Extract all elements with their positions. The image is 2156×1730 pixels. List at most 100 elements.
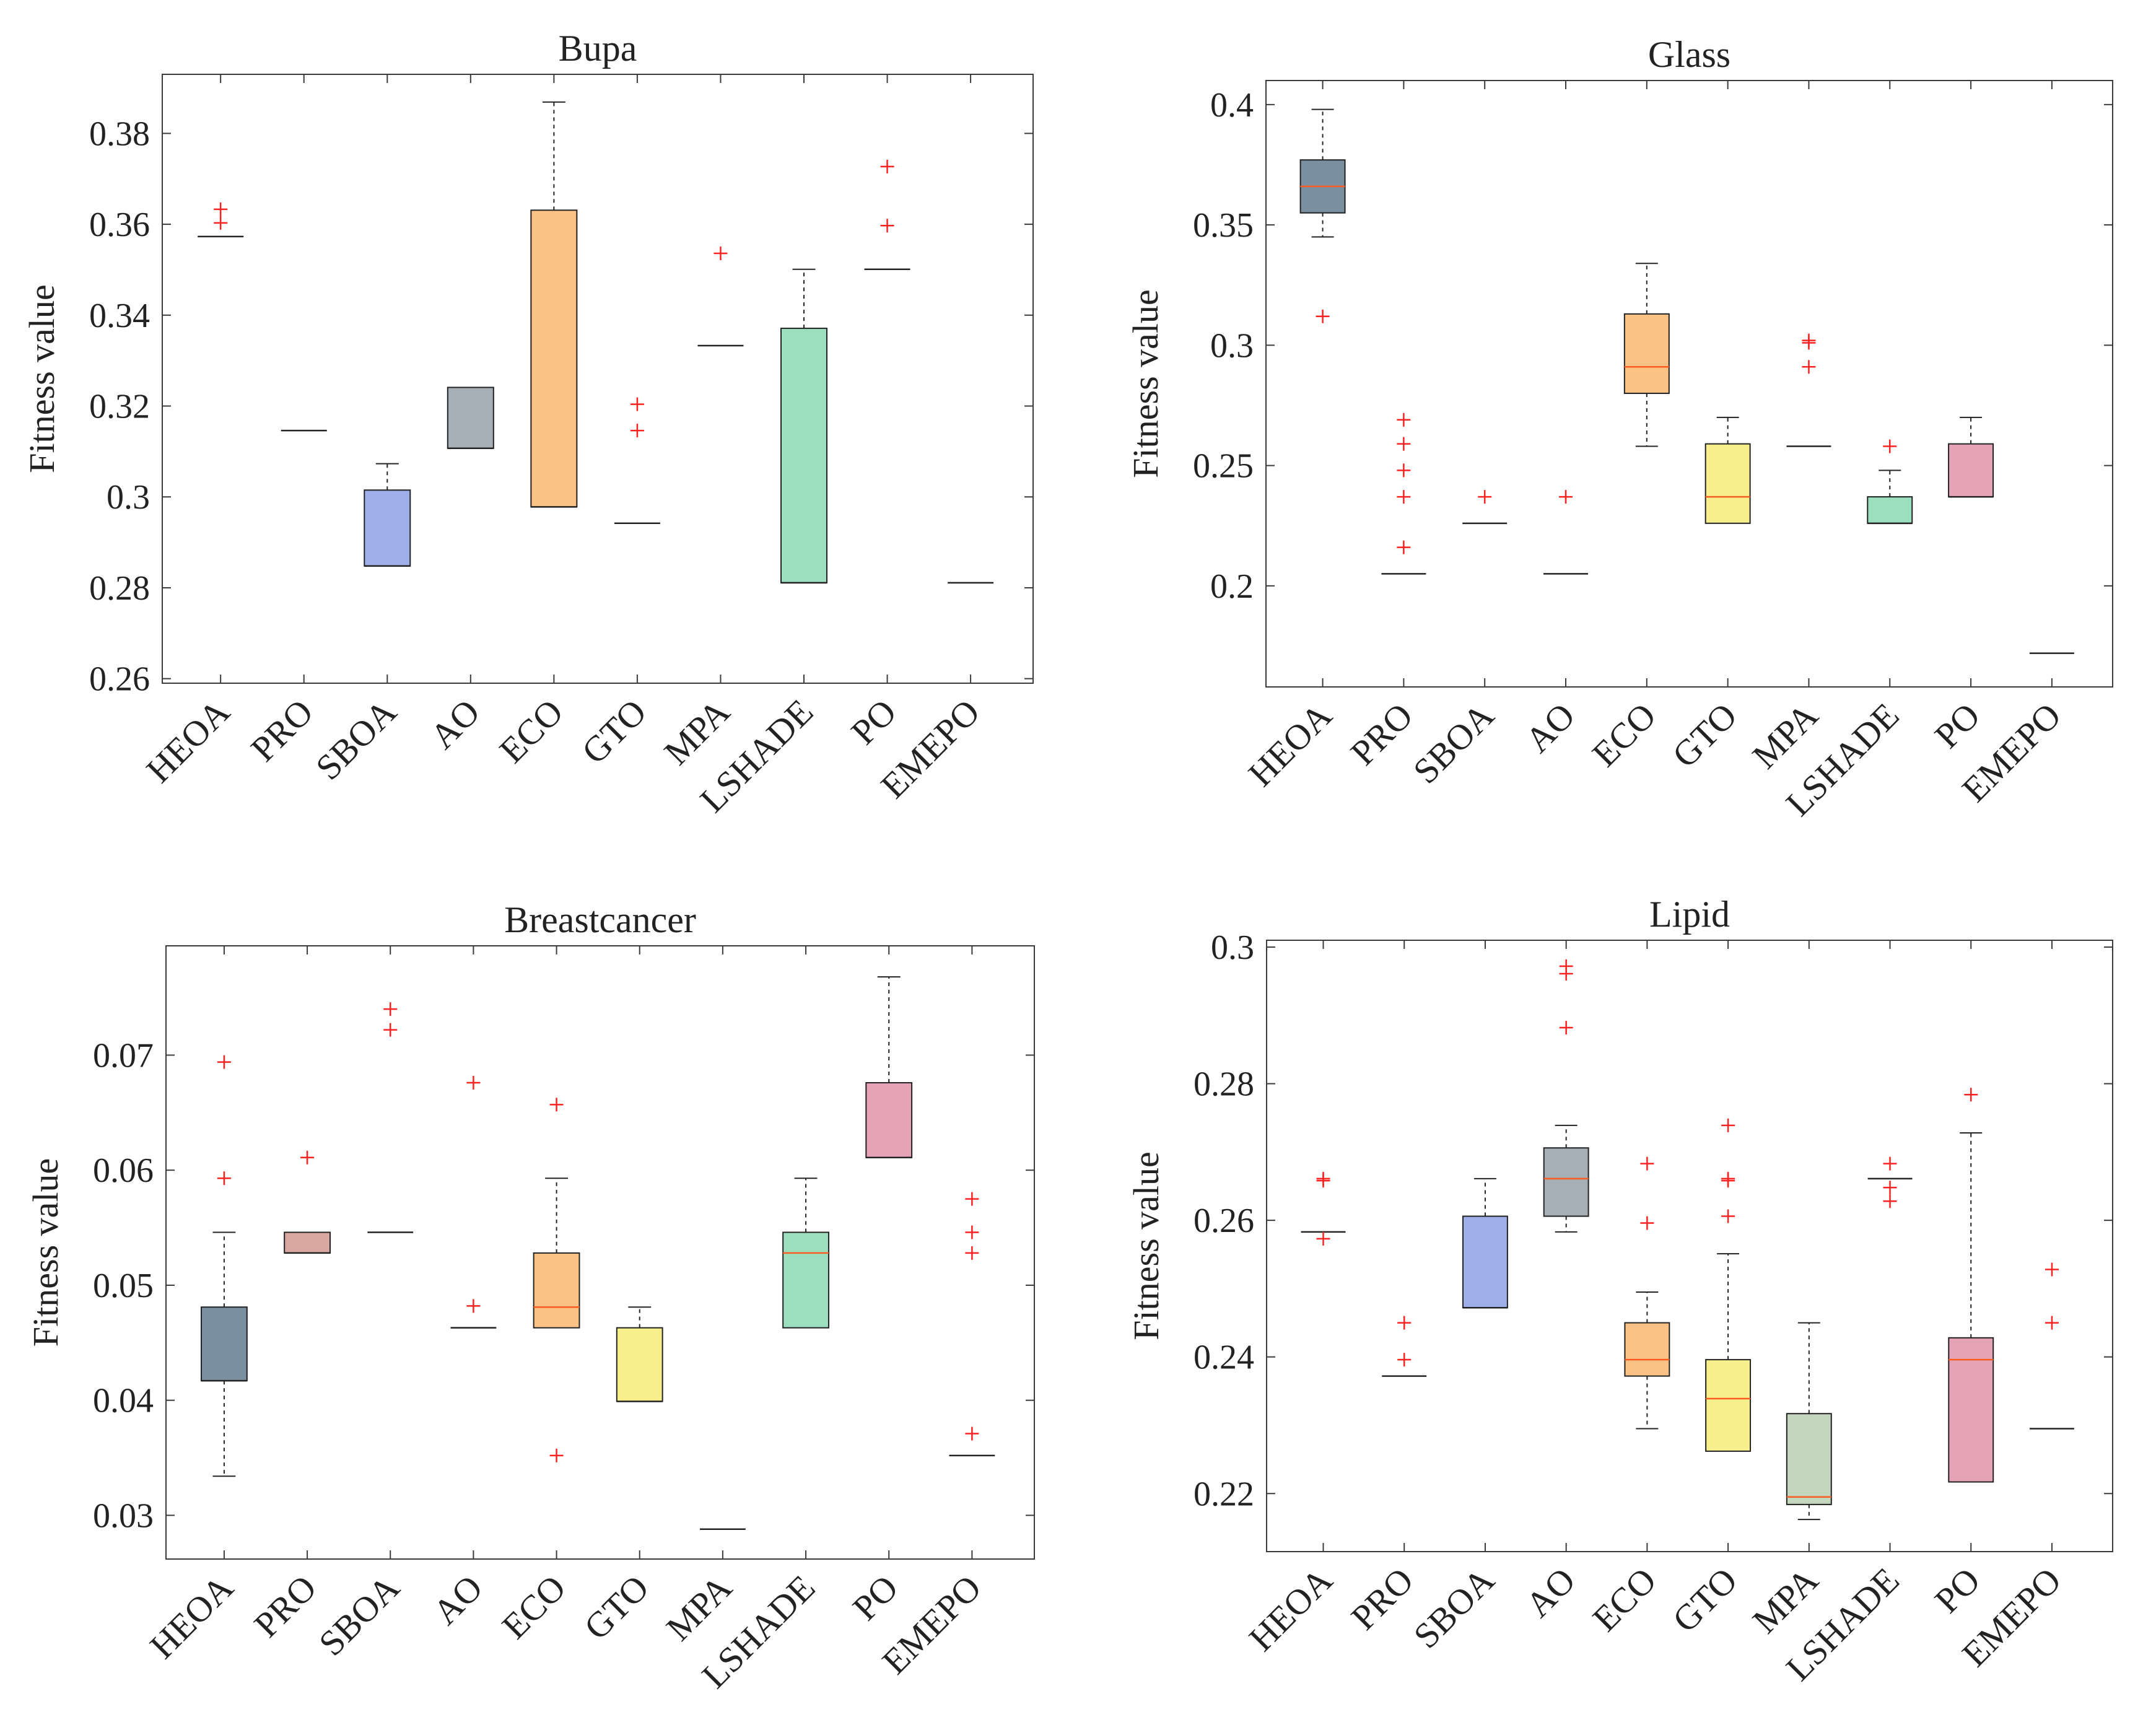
chart-1-outlier-pro-2 xyxy=(1397,463,1411,478)
chart-0-ytick-label-5: 0.36 xyxy=(89,206,150,244)
chart-3-outlier-gto-0 xyxy=(1721,1209,1735,1223)
chart-1-outlier-pro-4 xyxy=(1397,413,1411,427)
chart-3-box-gto xyxy=(1705,1359,1752,1452)
chart-3-outlier-ao-0 xyxy=(1559,1021,1573,1035)
chart-3-box-mpa xyxy=(1786,1413,1832,1505)
chart-0-outlier-po-0 xyxy=(880,219,894,233)
chart-3-ytick-label-4: 0.3 xyxy=(1211,928,1254,967)
chart-0-outlier-heoa-1 xyxy=(214,202,228,216)
chart-2-outlier-ao-0 xyxy=(466,1299,481,1313)
chart-3-box-ao xyxy=(1543,1147,1589,1217)
chart-1-category-label-gto: GTO xyxy=(1664,695,1745,775)
chart-3-outlier-lshade-2 xyxy=(1883,1156,1897,1171)
chart-1-box-gto xyxy=(1704,443,1751,524)
chart-3-outlier-gto-3 xyxy=(1721,1118,1735,1132)
chart-3-outlier-heoa-0 xyxy=(1316,1231,1330,1246)
chart-1-category-label-po: PO xyxy=(1927,695,1988,756)
chart-0-category-label-eco: ECO xyxy=(492,691,571,771)
chart-3-category-label-gto: GTO xyxy=(1665,1560,1745,1640)
chart-1-ytick-label-1: 0.25 xyxy=(1193,447,1254,486)
chart-0-ytick-label-2: 0.3 xyxy=(107,478,150,517)
chart-1-outlier-lshade-0 xyxy=(1883,439,1897,453)
chart-1-outlier-pro-1 xyxy=(1397,490,1411,504)
chart-2-box-gto xyxy=(616,1327,663,1402)
chart-3-box-sboa xyxy=(1462,1215,1508,1309)
chart-0-ytick-label-0: 0.26 xyxy=(89,660,150,699)
chart-1-outlier-pro-3 xyxy=(1397,437,1411,451)
chart-0-outlier-mpa-0 xyxy=(714,247,728,261)
chart-bupa: Bupa Fitness value 0.26 0.28 0.3 0.32 0.34 0.36… xyxy=(22,28,1034,820)
chart-2-category-label-gto: GTO xyxy=(576,1567,657,1648)
chart-1-ytick-label-4: 0.4 xyxy=(1210,86,1254,125)
chart-2-category-label-po: PO xyxy=(845,1567,906,1628)
chart-0-ytick-label-3: 0.32 xyxy=(89,388,150,426)
chart-3-category-label-eco: ECO xyxy=(1585,1560,1664,1639)
chart-2-axes-frame xyxy=(165,945,1035,1560)
chart-0-category-label-gto: GTO xyxy=(574,691,655,772)
chart-3-outlier-eco-1 xyxy=(1640,1156,1654,1171)
chart-3-category-label-ao: AO xyxy=(1518,1560,1583,1625)
chart-0-outlier-gto-0 xyxy=(630,424,644,438)
chart-3-outlier-emepo-0 xyxy=(2045,1316,2059,1330)
chart-2-box-po xyxy=(865,1082,913,1158)
chart-3-category-label-sboa: SBOA xyxy=(1406,1560,1502,1656)
chart-2-box-eco xyxy=(533,1252,580,1329)
chart-2-category-label-eco: ECO xyxy=(494,1567,574,1646)
chart-2-category-label-ao: AO xyxy=(425,1567,490,1632)
chart-1-axes-frame xyxy=(1265,80,2113,688)
chart-0-box-lshade xyxy=(780,328,827,583)
chart-1-ytick-label-0: 0.2 xyxy=(1210,567,1254,606)
chart-2-title: Breastcancer xyxy=(504,899,696,940)
chart-3-axes-frame xyxy=(1266,940,2113,1552)
chart-3-outlier-emepo-1 xyxy=(2045,1262,2059,1277)
chart-0-axes-frame xyxy=(162,74,1034,684)
chart-2-outlier-heoa-1 xyxy=(217,1055,231,1069)
chart-0-outlier-po-1 xyxy=(880,159,894,173)
chart-2-box-lshade xyxy=(782,1231,829,1329)
chart-1-category-label-eco: ECO xyxy=(1584,695,1664,774)
chart-1-category-label-ao: AO xyxy=(1517,695,1582,760)
chart-1-title: Glass xyxy=(1648,34,1730,75)
chart-3-outlier-po-0 xyxy=(1964,1088,1978,1102)
chart-1-outlier-mpa-2 xyxy=(1802,333,1816,347)
chart-0-box-ao xyxy=(447,387,494,449)
chart-1-category-label-heoa: HEOA xyxy=(1241,695,1340,794)
chart-2-outlier-eco-1 xyxy=(549,1098,564,1112)
chart-2-ytick-label-0: 0.03 xyxy=(93,1496,154,1535)
chart-3-outlier-pro-0 xyxy=(1397,1353,1412,1367)
chart-3-box-po xyxy=(1948,1337,1994,1483)
chart-2-outlier-emepo-3 xyxy=(965,1192,979,1206)
chart-3-outlier-gto-2 xyxy=(1721,1171,1735,1186)
chart-1-outlier-mpa-0 xyxy=(1802,360,1816,374)
chart-3-category-label-heoa: HEOA xyxy=(1241,1560,1340,1659)
chart-3-outlier-eco-0 xyxy=(1640,1216,1654,1230)
chart-0-ylabel: Fitness value xyxy=(22,284,62,473)
chart-0-category-label-ao: AO xyxy=(422,691,487,756)
chart-3-box-eco xyxy=(1624,1322,1670,1377)
chart-2-outlier-sboa-0 xyxy=(383,1023,398,1037)
chart-2-outlier-emepo-0 xyxy=(965,1426,979,1441)
chart-0-category-label-sboa: SBOA xyxy=(308,691,404,787)
chart-0-ytick-label-1: 0.28 xyxy=(89,569,150,608)
chart-1-box-eco xyxy=(1623,313,1670,395)
chart-1-box-po xyxy=(1948,443,1994,498)
chart-2-outlier-eco-0 xyxy=(549,1448,564,1462)
chart-2-ytick-label-2: 0.05 xyxy=(93,1267,154,1305)
chart-0-ytick-label-4: 0.34 xyxy=(89,297,150,335)
chart-3-outlier-lshade-0 xyxy=(1883,1194,1897,1208)
chart-3-title: Lipid xyxy=(1649,894,1730,935)
chart-2-ytick-label-4: 0.07 xyxy=(93,1036,154,1075)
chart-0-outlier-gto-1 xyxy=(630,397,644,411)
chart-2-box-pro xyxy=(284,1231,331,1254)
chart-2-category-label-sboa: SBOA xyxy=(311,1567,407,1663)
chart-1-outlier-pro-0 xyxy=(1397,540,1411,554)
chart-2-outlier-sboa-1 xyxy=(383,1002,398,1016)
chart-3-category-label-po: PO xyxy=(1927,1560,1988,1620)
chart-1-ytick-label-3: 0.35 xyxy=(1193,206,1254,245)
chart-3-outlier-pro-1 xyxy=(1397,1316,1412,1330)
chart-2-outlier-emepo-2 xyxy=(965,1225,979,1239)
chart-1-outlier-ao-0 xyxy=(1559,490,1573,504)
chart-3-ytick-label-2: 0.26 xyxy=(1194,1202,1254,1240)
chart-0-ytick-label-6: 0.38 xyxy=(89,115,150,153)
